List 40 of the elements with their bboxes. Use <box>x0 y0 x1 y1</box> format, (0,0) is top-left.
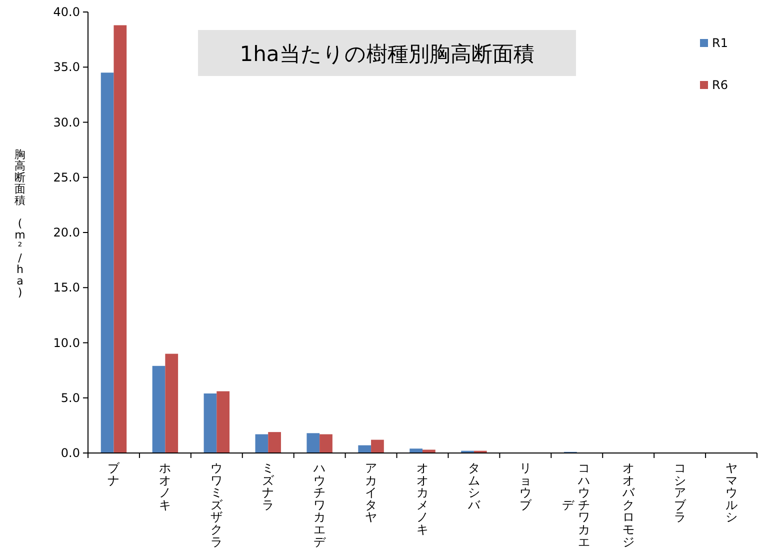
y-tick-label: 30.0 <box>53 115 80 130</box>
x-tick-label: ブナ <box>108 461 121 488</box>
y-tick-label: 40.0 <box>53 5 80 19</box>
bar <box>255 434 268 453</box>
bar <box>268 432 281 453</box>
category-label: コハウチワカエデ <box>562 461 590 549</box>
bar <box>152 366 166 453</box>
bar <box>165 354 178 453</box>
x-tick-label: ミズナラ <box>262 461 276 512</box>
bar <box>204 393 217 453</box>
x-tick-label: ウワミズザクラ <box>210 461 224 549</box>
x-tick-label: コシアブラ <box>674 461 687 524</box>
x-tick-label: ホオノキ <box>159 461 172 512</box>
bar <box>422 450 436 453</box>
y-tick-label: 10.0 <box>53 336 80 350</box>
legend-label: R6 <box>712 78 728 92</box>
text: 1ha当たりの樹種別胸高断面積 <box>240 42 534 66</box>
x-tick-label: ハウチワカエデ <box>312 461 327 549</box>
text: 胸高断面積 (m²/ha) <box>14 148 26 299</box>
y-tick-label: 35.0 <box>53 60 80 74</box>
y-tick-label: 15.0 <box>53 280 80 295</box>
bar <box>410 448 422 453</box>
bar <box>114 25 127 453</box>
x-tick-label: アカイタヤ <box>365 461 378 524</box>
x-tick-label: オオバクロモジ <box>621 461 636 549</box>
x-tick-label: タムシバ <box>466 461 481 512</box>
bar <box>306 433 320 453</box>
y-tick-label: 20.0 <box>53 226 80 240</box>
y-tick-label: 0.0 <box>60 446 80 460</box>
bar <box>371 440 384 453</box>
bar <box>320 434 332 453</box>
y-tick-label: 5.0 <box>60 390 80 405</box>
x-tick-label: リョウブ <box>519 461 532 512</box>
x-tick-label: オオカメノキ <box>416 461 428 536</box>
legend-label: R1 <box>712 36 728 50</box>
y-tick-label: 25.0 <box>53 170 80 184</box>
bar <box>358 445 372 453</box>
bar <box>216 391 230 453</box>
bar <box>100 72 114 453</box>
x-tick-label: ヤマウルシ <box>725 461 738 524</box>
